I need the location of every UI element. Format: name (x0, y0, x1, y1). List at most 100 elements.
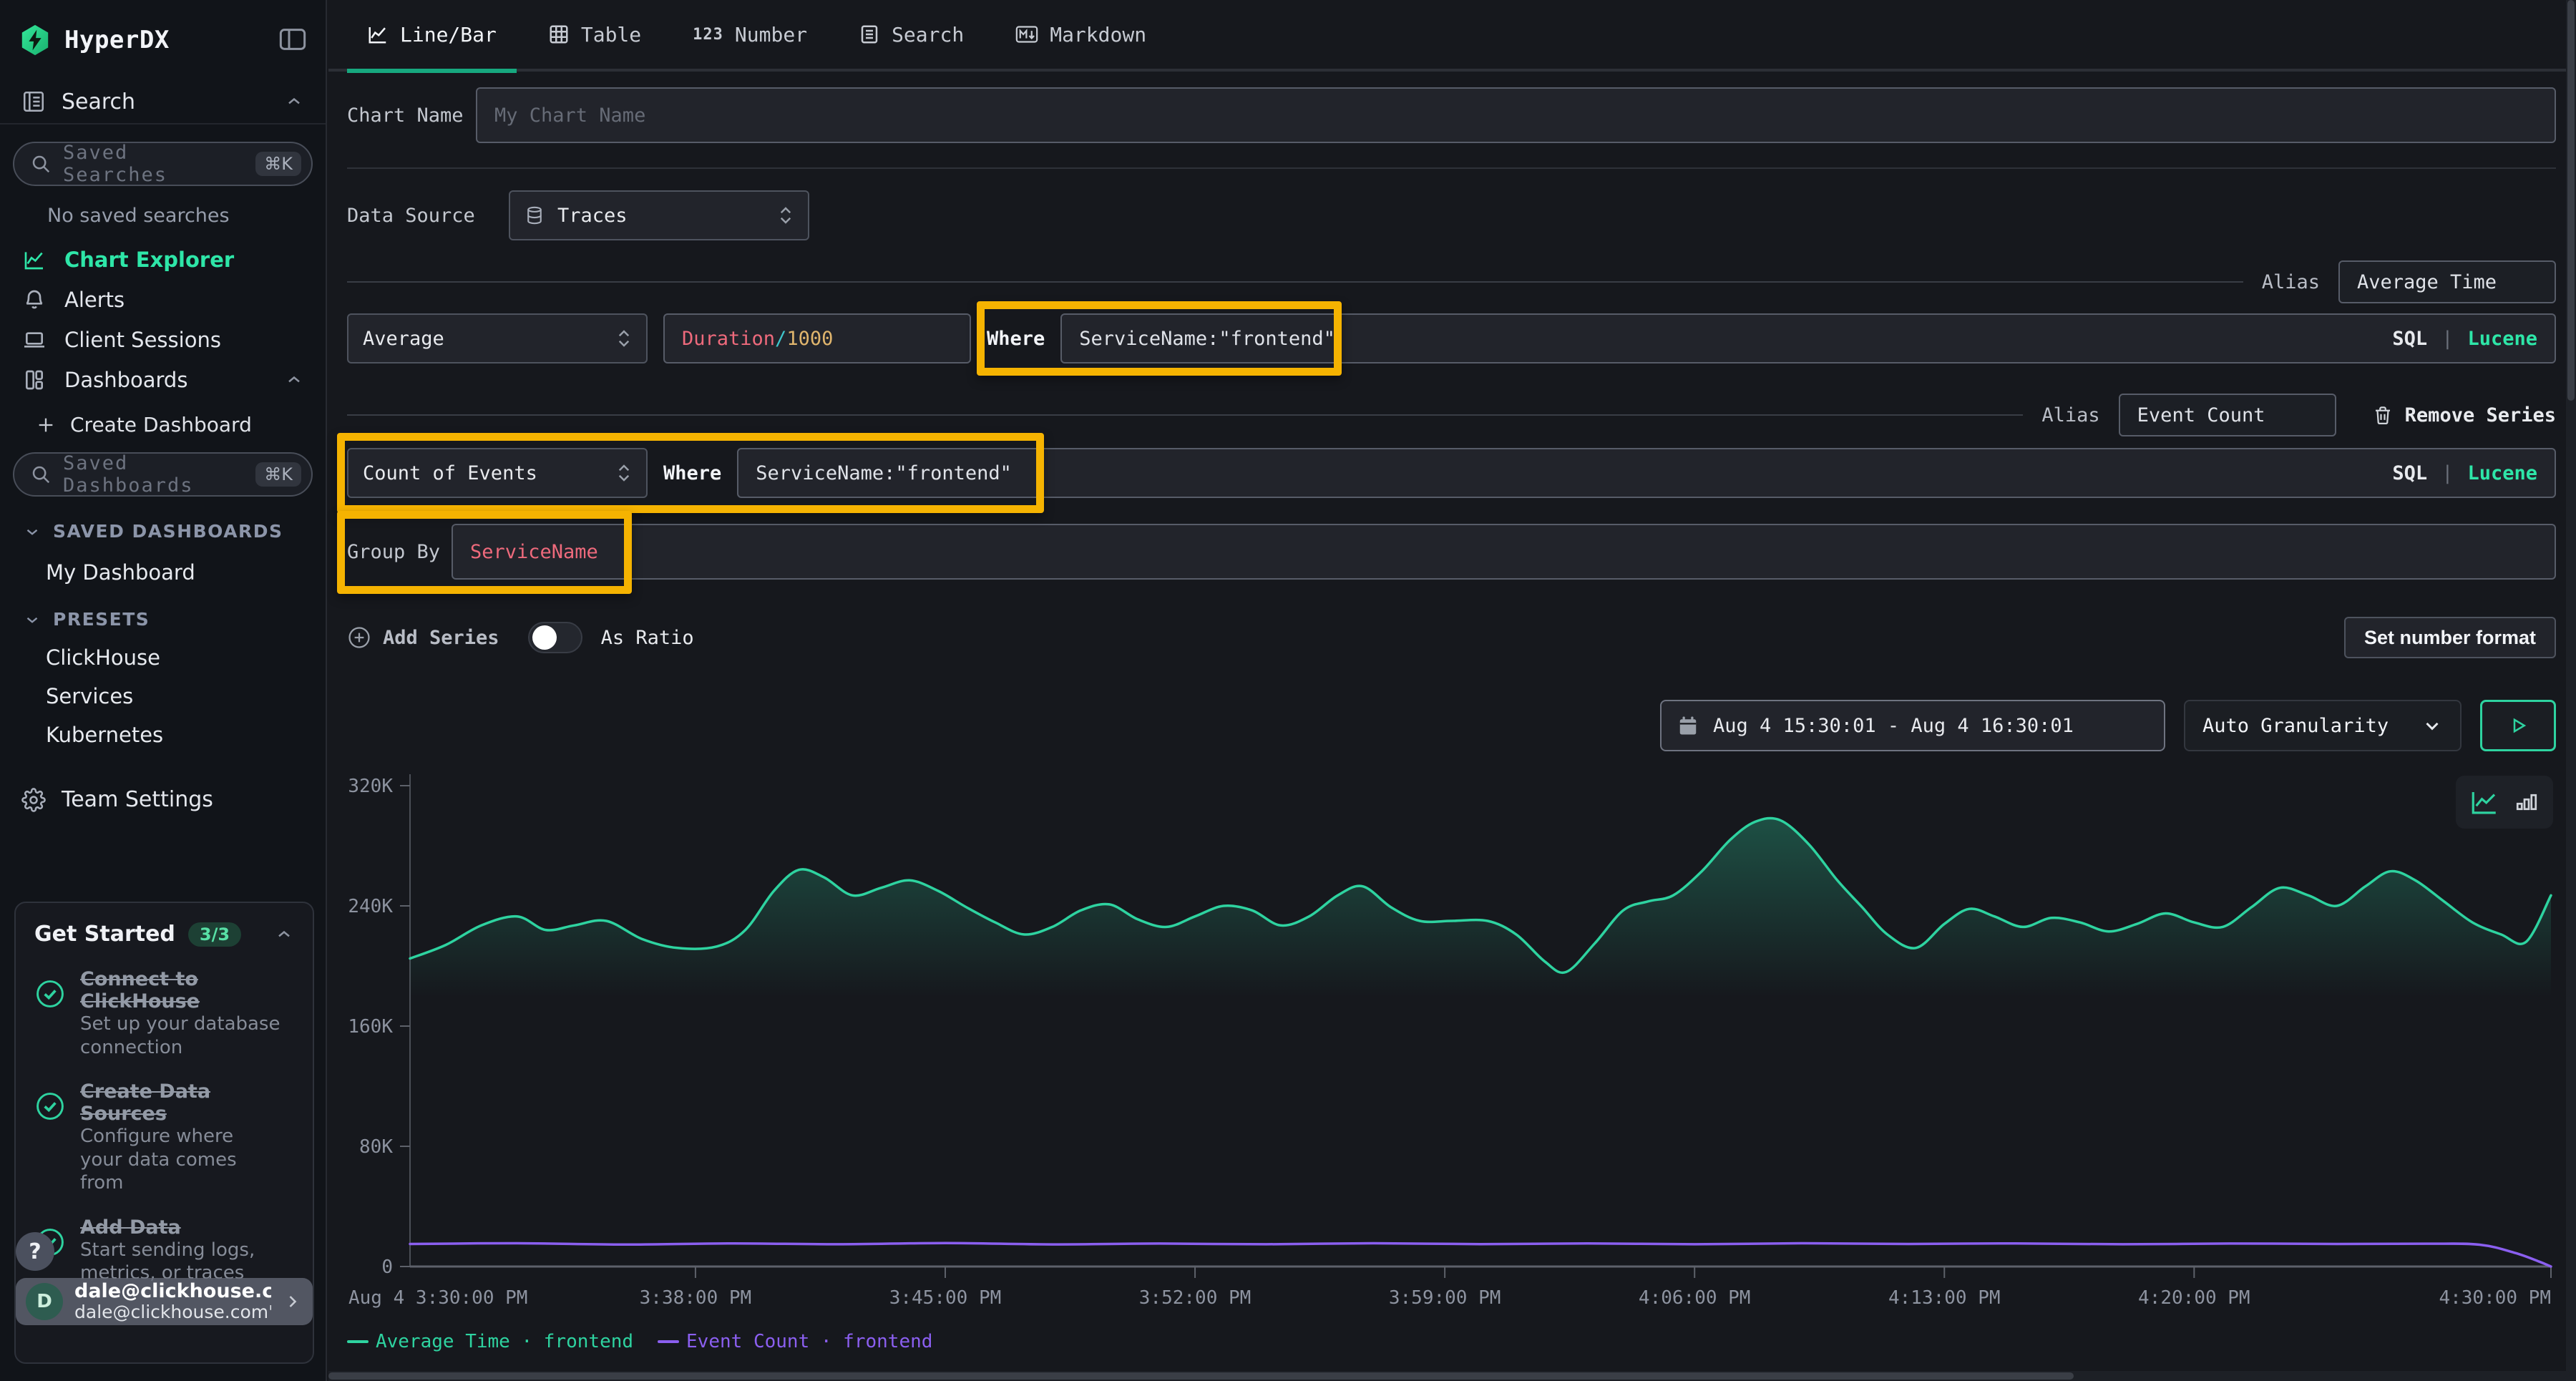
chart-name-label: Chart Name (347, 104, 464, 127)
granularity-select[interactable]: Auto Granularity (2184, 700, 2462, 751)
svg-text:3:38:00 PM: 3:38:00 PM (640, 1287, 752, 1309)
svg-text:3:52:00 PM: 3:52:00 PM (1139, 1287, 1252, 1309)
as-ratio-label: As Ratio (600, 626, 694, 649)
series-2-aggregation-select[interactable]: Count of Events (347, 448, 648, 498)
svg-text:4:06:00 PM: 4:06:00 PM (1639, 1287, 1751, 1309)
horizontal-scrollbar[interactable] (328, 1371, 2566, 1381)
series-1-field-input[interactable]: Duration/1000 (663, 313, 971, 363)
sidebar-item-chart-explorer[interactable]: Chart Explorer (13, 240, 313, 280)
time-range-picker[interactable]: Aug 4 15:30:01 - Aug 4 16:30:01 (1660, 700, 2165, 751)
set-number-format-button[interactable]: Set number format (2343, 617, 2556, 658)
scrollbar-thumb[interactable] (328, 1372, 2074, 1380)
series-1-aggregation-select[interactable]: Average (347, 313, 648, 363)
chart-legend: Average Time · frontend Event Count · fro… (347, 1331, 2556, 1352)
tab-number[interactable]: 123 Number (673, 0, 827, 70)
svg-text:240K: 240K (348, 896, 393, 917)
trash-icon (2372, 404, 2394, 426)
sidebar: HyperDX Search (0, 0, 327, 1381)
as-ratio-toggle[interactable] (527, 622, 582, 653)
scrollbar-thumb[interactable] (2567, 0, 2575, 401)
tab-markdown[interactable]: Markdown (995, 0, 1166, 70)
tab-label: Markdown (1050, 22, 1147, 47)
svg-text:320K: 320K (348, 776, 393, 797)
group-by-input[interactable]: ServiceName (452, 524, 2556, 580)
database-icon (525, 205, 545, 225)
tab-line-bar[interactable]: Line/Bar (347, 0, 517, 73)
sidebar-item-label: Alerts (64, 288, 125, 312)
alias-label: Alias (2041, 404, 2100, 426)
pipe-separator: | (2441, 462, 2454, 484)
avatar: D (26, 1283, 63, 1320)
timeseries-plot[interactable]: 0 80K 160K 240K 320K Aug 4 3:30:00 PM 3:38:00 … (347, 766, 2557, 1309)
app-title: HyperDX (64, 26, 170, 54)
sidebar-item-clickhouse[interactable]: ClickHouse (46, 645, 160, 670)
saved-dashboards-group-header[interactable]: SAVED DASHBOARDS (23, 521, 313, 542)
series-1-alias-input[interactable] (2357, 270, 2537, 293)
chevron-down-icon (23, 522, 42, 541)
series-2-alias-input[interactable] (2137, 404, 2318, 426)
line-view-icon[interactable] (2469, 787, 2499, 817)
help-button[interactable]: ? (16, 1232, 54, 1271)
presets-group-header[interactable]: PRESETS (23, 609, 313, 630)
saved-searches-placeholder: Saved Searches (63, 142, 168, 186)
get-started-item[interactable]: Create Data Sources Configure where your… (34, 1080, 294, 1195)
check-circle-icon (34, 978, 66, 1059)
legend-item[interactable]: Event Count · frontend (658, 1331, 932, 1352)
get-started-item[interactable]: Add Data Start sending logs, metrics, or… (34, 1216, 294, 1285)
tab-label: Number (734, 22, 808, 47)
sidebar-item-my-dashboard[interactable]: My Dashboard (46, 560, 195, 585)
gear-icon (21, 787, 46, 812)
legend-swatch (347, 1340, 369, 1343)
bar-view-icon[interactable] (2514, 789, 2540, 815)
remove-series-button[interactable]: Remove Series (2372, 404, 2556, 426)
remove-series-label: Remove Series (2404, 404, 2556, 426)
svg-text:4:20:00 PM: 4:20:00 PM (2138, 1287, 2250, 1309)
add-series-button[interactable]: Add Series (347, 625, 499, 650)
user-email: dale@clickhouse.com (74, 1281, 271, 1303)
data-source-select[interactable]: Traces (509, 190, 809, 240)
user-menu[interactable]: D dale@clickhouse.com dale@clickhouse.co… (16, 1278, 313, 1325)
shortcut-badge: ⌘K (255, 462, 301, 487)
run-query-button[interactable] (2480, 700, 2556, 751)
sidebar-item-dashboards[interactable]: Dashboards (13, 360, 313, 400)
code-token: 1000 (786, 327, 834, 350)
main-panel: Line/Bar Table 123 Number Search (328, 0, 2566, 1381)
chevron-up-icon[interactable] (274, 924, 294, 945)
get-started-item-desc: Set up your database connection (80, 1013, 280, 1058)
alias-label: Alias (2261, 270, 2320, 293)
sidebar-item-alerts[interactable]: Alerts (13, 280, 313, 320)
sql-mode-toggle[interactable]: SQL (2392, 462, 2428, 484)
get-started-progress-badge: 3/3 (187, 922, 242, 947)
line-chart-icon (367, 24, 389, 45)
saved-searches-input[interactable]: Saved Searches ⌘K (13, 142, 313, 186)
vertical-scrollbar[interactable] (2566, 0, 2576, 1381)
saved-dashboards-input[interactable]: Saved Dashboards ⌘K (13, 452, 313, 497)
sidebar-collapse-icon[interactable] (278, 27, 307, 54)
chart-name-input[interactable] (494, 104, 2537, 127)
sidebar-item-search[interactable]: Search (0, 80, 326, 125)
legend-item[interactable]: Average Time · frontend (347, 1331, 633, 1352)
sidebar-item-team-settings[interactable]: Team Settings (21, 787, 313, 812)
chevron-down-icon (2421, 715, 2443, 736)
search-section-icon (21, 89, 46, 114)
saved-dashboards-placeholder: Saved Dashboards (63, 452, 194, 497)
svg-text:3:45:00 PM: 3:45:00 PM (889, 1287, 1002, 1309)
series-2-where-input[interactable]: ServiceName:"frontend" SQL | Lucene (737, 448, 2556, 498)
team-settings-label: Team Settings (62, 787, 213, 812)
sql-mode-toggle[interactable]: SQL (2392, 327, 2428, 350)
series-1-where-input[interactable]: ServiceName:"frontend" SQL | Lucene (1060, 313, 2556, 363)
get-started-item[interactable]: Connect to ClickHouse Set up your databa… (34, 968, 294, 1059)
sidebar-item-client-sessions[interactable]: Client Sessions (13, 320, 313, 360)
play-icon (2507, 715, 2529, 736)
tab-table[interactable]: Table (528, 0, 661, 70)
create-dashboard-button[interactable]: Create Dashboard (36, 413, 313, 436)
group-label: PRESETS (53, 609, 150, 630)
sidebar-item-kubernetes[interactable]: Kubernetes (46, 723, 164, 747)
bell-icon (21, 288, 47, 311)
tab-search[interactable]: Search (839, 0, 984, 70)
get-started-title: Get Started (34, 922, 175, 947)
lucene-mode-toggle[interactable]: Lucene (2467, 462, 2537, 484)
lucene-mode-toggle[interactable]: Lucene (2467, 327, 2537, 350)
sidebar-item-services[interactable]: Services (46, 684, 134, 708)
